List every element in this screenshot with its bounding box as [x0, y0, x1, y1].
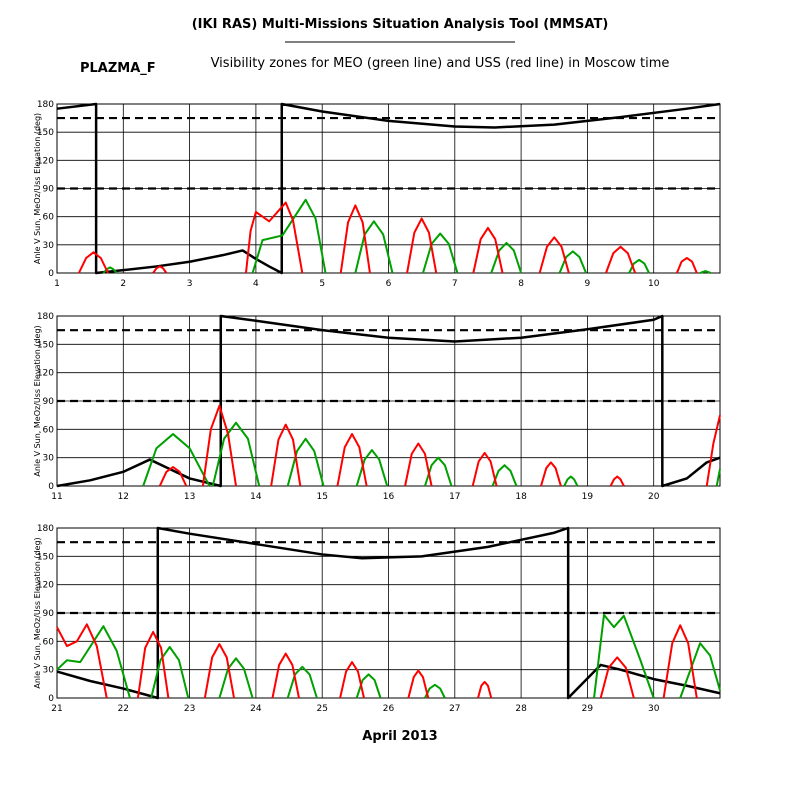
- x-tick-label: 19: [582, 492, 594, 502]
- y-tick-label: 60: [43, 637, 55, 647]
- series-line: [142, 421, 721, 487]
- y-axis-label: Anle V Sun, MeOz/Uss Elevation (deg): [33, 537, 42, 688]
- x-tick-label: 15: [316, 492, 327, 502]
- x-tick-label: 12: [118, 492, 129, 502]
- x-tick-label: 9: [585, 279, 591, 289]
- satellite-name: PLAZMA_F: [80, 61, 156, 76]
- y-tick-label: 150: [37, 128, 54, 138]
- y-axis-label: Anle V Sun, MeOz/Uss Elevation (deg): [33, 113, 42, 264]
- x-tick-label: 18: [515, 492, 527, 502]
- y-tick-label: 60: [43, 213, 55, 223]
- x-tick-label: 24: [250, 704, 262, 714]
- x-tick-label: 20: [648, 492, 660, 502]
- y-tick-label: 150: [37, 340, 54, 350]
- x-tick-label: 23: [184, 704, 195, 714]
- x-tick-label: 27: [449, 704, 460, 714]
- y-tick-label: 30: [43, 241, 55, 251]
- x-tick-label: 16: [383, 492, 395, 502]
- x-tick-label: 22: [118, 704, 129, 714]
- y-tick-label: 90: [43, 397, 55, 407]
- series-line: [56, 102, 721, 275]
- x-tick-label: 25: [316, 704, 327, 714]
- y-tick-label: 180: [37, 312, 54, 322]
- x-tick-label: 5: [319, 279, 325, 289]
- y-tick-label: 180: [37, 100, 54, 110]
- main-title: (IKI RAS) Multi-Missions Situation Analy…: [192, 17, 609, 32]
- x-tick-label: 14: [250, 492, 262, 502]
- x-tick-label: 4: [253, 279, 259, 289]
- x-axis-label: April 2013: [362, 729, 437, 744]
- series-line: [56, 613, 721, 699]
- x-tick-label: 7: [452, 279, 458, 289]
- y-tick-label: 30: [43, 454, 55, 464]
- series-line: [56, 526, 721, 700]
- panel: 0 30 60 90 120 150 180 11 12 13 14 15 16 17 18 19 20 Anle…: [33, 312, 721, 502]
- x-tick-label: 10: [648, 279, 660, 289]
- x-tick-label: 2: [120, 279, 126, 289]
- y-tick-label: 90: [43, 185, 55, 195]
- series-line: [56, 623, 698, 699]
- x-tick-label: 11: [51, 492, 62, 502]
- x-tick-label: 29: [582, 704, 594, 714]
- x-tick-label: 17: [449, 492, 460, 502]
- y-tick-label: 30: [43, 666, 55, 676]
- y-tick-label: 180: [37, 524, 54, 534]
- series-line: [56, 314, 721, 488]
- y-axis-label: Anle V Sun, MeOz/Uss Elevation (deg): [33, 325, 42, 476]
- series-line: [102, 198, 712, 274]
- y-tick-label: 0: [48, 269, 54, 279]
- y-tick-label: 90: [43, 609, 55, 619]
- y-tick-label: 0: [48, 482, 54, 492]
- y-tick-label: 0: [48, 694, 54, 704]
- subtitle: Visibility zones for MEO (green line) an…: [211, 56, 670, 71]
- x-tick-label: 21: [51, 704, 62, 714]
- panel: 0 30 60 90 120 150 180 1 2 3 4 5 6 7 8 9 10 Anle V Sun, M…: [33, 100, 721, 289]
- series-line: [158, 404, 721, 487]
- y-tick-label: 150: [37, 552, 54, 562]
- x-tick-label: 6: [386, 279, 392, 289]
- x-tick-label: 3: [187, 279, 193, 289]
- y-tick-label: 60: [43, 425, 55, 435]
- x-tick-label: 28: [515, 704, 527, 714]
- series-line: [77, 201, 698, 274]
- x-tick-label: 13: [184, 492, 195, 502]
- y-tick-label: 120: [37, 369, 54, 379]
- x-tick-label: 30: [648, 704, 660, 714]
- x-tick-label: 1: [54, 279, 60, 289]
- x-tick-label: 26: [383, 704, 395, 714]
- y-tick-label: 120: [37, 581, 54, 591]
- y-tick-label: 120: [37, 156, 54, 166]
- x-tick-label: 8: [518, 279, 524, 289]
